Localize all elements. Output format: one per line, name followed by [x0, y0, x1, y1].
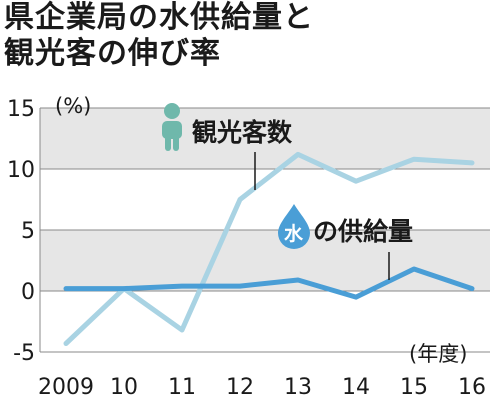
x-axis-tick-labels: 2009 10 11 12 13 14 15 16 [38, 375, 486, 400]
x-tick-label-13: 13 [284, 375, 312, 400]
chart-title-line-2: 観光客の伸び率 [4, 36, 221, 71]
y-tick-label-0: 0 [21, 280, 35, 305]
series-label-tourists: 観光客数 [192, 118, 293, 147]
x-tick-label-15: 15 [400, 375, 428, 400]
person-icon [162, 103, 182, 151]
x-tick-label-2009: 2009 [38, 375, 94, 400]
series-label-water: の供給量 [313, 217, 413, 246]
tourists-line [63, 151, 475, 346]
series-lines [63, 151, 475, 346]
x-tick-label-11: 11 [168, 375, 196, 400]
water-drop-icon: 水 [278, 204, 310, 249]
background-band-2 [40, 230, 490, 291]
y-tick-label-10: 10 [7, 158, 35, 183]
x-tick-label-10: 10 [110, 375, 138, 400]
y-tick-label-15: 15 [7, 97, 35, 122]
water-icon-char: 水 [284, 223, 304, 245]
water-supply-line [63, 266, 475, 300]
gridlines [39, 107, 490, 353]
y-axis-unit-label: (%) [55, 94, 91, 118]
y-tick-label--5: -5 [13, 341, 35, 366]
x-tick-label-16: 16 [458, 375, 486, 400]
y-tick-label-5: 5 [21, 219, 35, 244]
x-tick-label-12: 12 [226, 375, 254, 400]
chart-title-line-1: 県企業局の水供給量と [4, 0, 314, 35]
y-axis-tick-labels: 15 10 5 0 -5 [7, 97, 35, 366]
x-axis-unit-label: (年度) [409, 342, 467, 366]
x-tick-label-14: 14 [342, 375, 370, 400]
